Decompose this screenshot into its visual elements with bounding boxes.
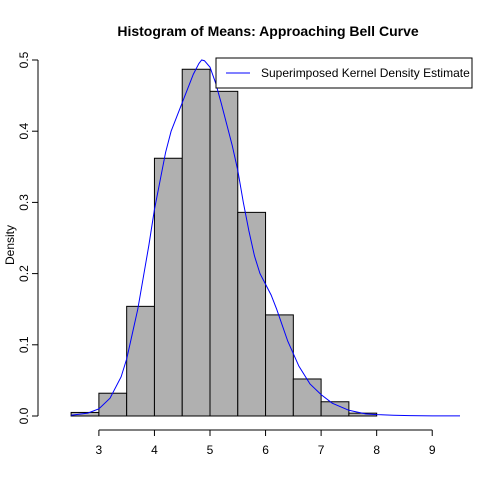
histogram-bar-8 xyxy=(292,378,322,417)
histogram-bar-4 xyxy=(181,68,211,417)
y-tick-label-0: 0.0 xyxy=(17,407,31,424)
x-tick-label-4: 7 xyxy=(318,443,325,457)
density-curve-layer xyxy=(71,59,461,417)
legend-box xyxy=(215,57,473,89)
histogram-bars xyxy=(70,68,378,417)
histogram-bar-7 xyxy=(265,314,294,417)
y-axis: 0.0 0.1 0.2 0.3 0.4 0.5 xyxy=(17,51,39,424)
x-tick-label-0: 3 xyxy=(96,443,103,457)
x-tick-label-6: 9 xyxy=(429,443,436,457)
histogram-bar-9 xyxy=(320,401,350,417)
y-tick-label-2: 0.2 xyxy=(17,265,31,282)
histogram-bar-0 xyxy=(70,411,100,417)
density-curve-0 xyxy=(71,59,461,417)
x-tick-label-3: 6 xyxy=(262,443,269,457)
y-tick-label-1: 0.1 xyxy=(17,336,31,353)
legend-label: Superimposed Kernel Density Estimate xyxy=(261,66,470,80)
histogram-bar-5 xyxy=(209,90,239,417)
x-tick-label-1: 4 xyxy=(151,443,158,457)
histogram-bar-3 xyxy=(153,157,183,417)
legend: Superimposed Kernel Density Estimate xyxy=(215,57,473,89)
y-tick-label-5: 0.5 xyxy=(17,51,31,68)
chart-title: Histogram of Means: Approaching Bell Cur… xyxy=(117,23,419,39)
histogram-bar-2 xyxy=(126,305,155,417)
y-tick-label-3: 0.3 xyxy=(17,194,31,211)
y-tick-label-4: 0.4 xyxy=(17,123,31,140)
histogram-bar-6 xyxy=(237,211,267,417)
x-axis: 3 4 5 6 7 8 9 xyxy=(96,429,436,457)
x-tick-label-2: 5 xyxy=(207,443,214,457)
y-axis-label: Density xyxy=(3,225,17,265)
x-tick-label-5: 8 xyxy=(373,443,380,457)
